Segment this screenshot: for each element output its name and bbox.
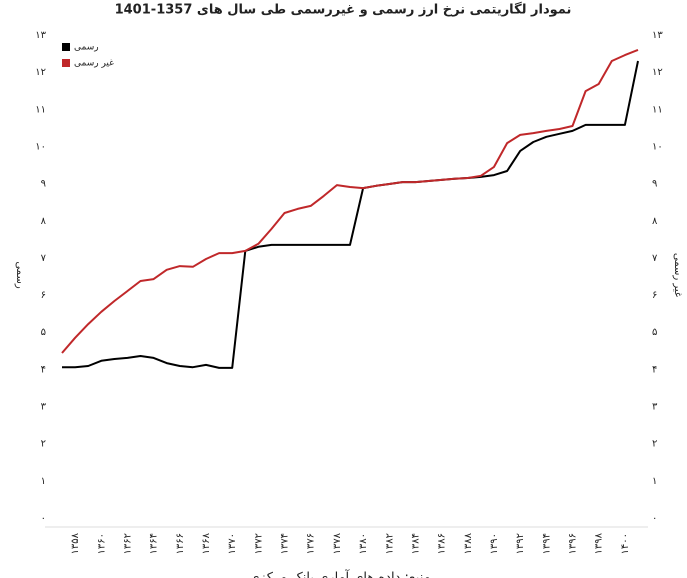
- y-tick-label: ۱۲: [35, 67, 46, 78]
- x-tick-label: ۱۳۶۶: [175, 533, 186, 554]
- x-tick-label: ۱۳۶۰: [96, 533, 107, 554]
- y2-tick-label: ۱: [652, 476, 657, 487]
- x-tick-label: ۱۳۷۶: [306, 533, 317, 554]
- x-tick-label: ۱۳۸۲: [384, 533, 395, 554]
- x-tick-label: ۱۳۶۴: [149, 533, 160, 554]
- y-tick-label: ۵: [41, 327, 46, 338]
- y-tick-label: ۱: [41, 476, 46, 487]
- legend-label: غیر رسمی: [74, 59, 114, 69]
- y2-tick-label: ۷: [652, 253, 658, 264]
- y2-tick-label: ۱۳: [652, 30, 663, 41]
- x-tick-label: ۱۳۹۸: [594, 532, 605, 554]
- y-tick-label: ۸: [41, 216, 47, 227]
- x-tick-label: ۱۳۸۴: [410, 533, 421, 554]
- x-tick-label: ۱۳۵۸: [70, 532, 81, 554]
- y2-tick-label: ۳: [652, 402, 658, 413]
- y2-tick-label: ۱۰: [652, 141, 663, 152]
- y-tick-label: ۹: [41, 179, 46, 190]
- y2-tick-label: ۰: [652, 513, 657, 524]
- y-axis-title: رسمی: [14, 261, 25, 288]
- x-tick-label: ۱۳۷۸: [332, 532, 343, 554]
- x-tick-label: ۱۳۸۶: [437, 533, 448, 554]
- y2-tick-label: ۱۱: [652, 104, 663, 115]
- y-tick-label: ۲: [41, 439, 46, 450]
- legend-swatch: [62, 43, 70, 51]
- y-tick-label: ۳: [41, 402, 47, 413]
- x-tick-label: ۱۴۰۰: [620, 533, 631, 554]
- legend-swatch: [62, 59, 70, 67]
- y-tick-label: ۴: [41, 364, 46, 375]
- x-tick-label: ۱۳۸۰: [358, 533, 369, 554]
- x-tick-label: ۱۳۹۶: [568, 533, 579, 554]
- y-tick-label: ۱۱: [35, 104, 46, 115]
- y2-tick-label: ۲: [652, 439, 657, 450]
- x-tick-label: ۱۳۷۴: [280, 533, 291, 554]
- x-tick-label: ۱۳۶۸: [201, 532, 212, 554]
- y2-tick-label: ۹: [652, 179, 657, 190]
- series-line: [61, 48, 639, 354]
- y2-tick-label: ۵: [652, 327, 657, 338]
- y-tick-label: ۱۳: [35, 30, 46, 41]
- y2-tick-label: ۱۲: [652, 67, 663, 78]
- y2-axis-title: غیر رسمی: [672, 253, 683, 297]
- x-tick-label: ۱۳۷۲: [253, 533, 264, 554]
- x-tick-label: ۱۳۷۰: [227, 533, 238, 554]
- x-tick-label: ۱۳۶۲: [122, 533, 133, 554]
- x-tick-label: ۱۳۹۰: [489, 533, 500, 554]
- x-tick-label: ۱۳۸۸: [463, 532, 474, 554]
- y2-tick-label: ۴: [652, 364, 657, 375]
- y2-tick-label: ۶: [652, 290, 657, 301]
- y2-tick-label: ۸: [652, 216, 658, 227]
- chart-title: نمودار لگاریتمی نرخ ارز رسمی و غیررسمی ط…: [115, 2, 572, 18]
- y-tick-label: ۱۰: [35, 141, 46, 152]
- series-line: [62, 60, 639, 369]
- y-tick-label: ۰: [41, 513, 46, 524]
- y-tick-label: ۷: [41, 253, 47, 264]
- x-tick-label: ۱۳۹۴: [541, 533, 552, 554]
- legend-label: رسمی: [74, 43, 99, 53]
- y-tick-label: ۶: [41, 290, 46, 301]
- x-tick-label: ۱۳۹۲: [515, 533, 526, 554]
- source-note: منبع: داده های آماری بانک مرکزی: [249, 569, 430, 578]
